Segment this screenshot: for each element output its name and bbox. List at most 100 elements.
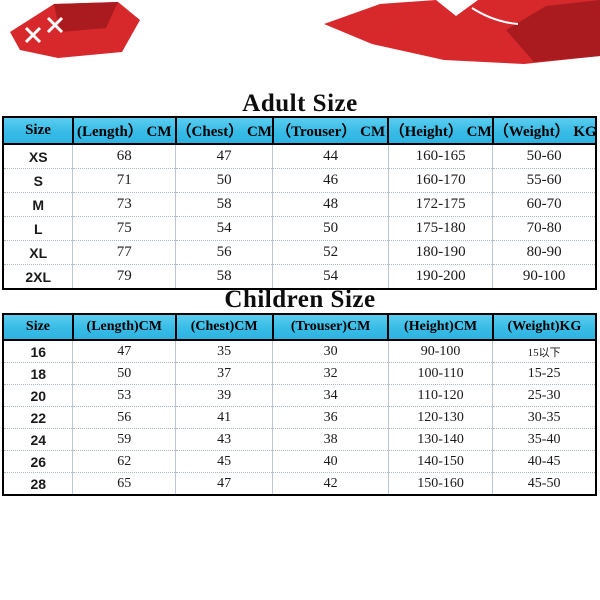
size-cell: 18 [2,362,74,385]
table-row: XS 68 47 44 160-165 50-60 [2,143,597,169]
value-cell: 77 [72,240,177,265]
table-row: M 73 58 48 172-175 60-70 [2,192,597,217]
value-cell: 172-175 [387,192,494,217]
value-cell: 45-50 [492,472,597,496]
value-cell: 40 [272,450,389,473]
children-size-table: Size (Length)CM (Chest)CM (Trouser)CM (Heigh… [2,313,598,496]
value-cell: 56 [175,240,274,265]
jersey-fabric-right [324,0,600,64]
jersey-fabric-right-shade [506,0,600,62]
value-cell: 55-60 [492,168,597,193]
value-cell: 41 [175,406,274,429]
column-header: （Height） CM [387,116,494,145]
value-cell: 34 [272,384,389,407]
value-cell: 65 [72,472,177,496]
size-cell: 28 [2,472,74,496]
value-cell: 56 [72,406,177,429]
value-cell: 25-30 [492,384,597,407]
jersey-fabric-left-shade [54,2,118,32]
value-cell: 190-200 [387,264,494,290]
table-row: XL 77 56 52 180-190 80-90 [2,240,597,265]
children-size-title: Children Size [224,286,376,313]
value-cell: 79 [72,264,177,290]
jersey-fabric-left [10,2,140,58]
column-header: (Length） CM [71,116,177,145]
value-cell: 42 [272,472,389,496]
value-cell: 47 [175,143,274,169]
adult-table-header: Size (Length） CM （Chest） CM （Trouser） CM （He… [2,116,598,145]
value-cell: 35 [175,339,274,363]
value-cell: 53 [72,384,177,407]
children-table-header: Size (Length)CM (Chest)CM (Trouser)CM (Heigh… [2,313,598,341]
children-table-body: 16 47 35 30 90-100 15以下 18 50 37 32 100-110 15-25 20… [2,339,597,496]
value-cell: 43 [175,428,274,451]
size-cell: M [2,192,74,217]
value-cell: 50 [175,168,274,193]
column-header: (Height)CM [387,313,494,341]
size-cell: 20 [2,384,74,407]
size-cell: XL [2,240,74,265]
value-cell: 50 [72,362,177,385]
table-row: 18 50 37 32 100-110 15-25 [2,362,597,385]
size-cell: 22 [2,406,74,429]
value-cell: 50-60 [492,143,597,169]
adult-size-title: Adult Size [242,90,358,117]
size-cell: 16 [2,339,74,363]
value-cell: 30-35 [492,406,597,429]
size-cell: L [2,216,74,241]
column-header: （Weight） KG [491,116,598,145]
size-cell: XS [2,143,74,169]
value-cell: 35-40 [492,428,597,451]
value-cell: 45 [175,450,274,473]
value-cell: 32 [272,362,389,385]
table-row: 20 53 39 34 110-120 25-30 [2,384,597,407]
column-header: (Weight)KG [491,313,598,341]
value-cell: 80-90 [492,240,597,265]
value-cell: 175-180 [387,216,494,241]
column-header: （Trouser） CM [271,116,390,145]
adult-table-body: XS 68 47 44 160-165 50-60 S 71 50 46 160-170 55-60 M… [2,143,597,290]
column-header: Size [2,116,74,145]
column-header: (Length)CM [71,313,177,341]
table-row: S 71 50 46 160-170 55-60 [2,168,597,193]
value-cell: 150-160 [387,472,494,496]
column-header: (Trouser)CM [271,313,390,341]
value-cell: 15以下 [492,339,597,363]
value-cell: 60-70 [492,192,597,217]
size-cell: 26 [2,450,74,473]
jersey-lacing-icon [24,16,64,44]
jersey-photo-fragment-left [10,2,140,58]
value-cell: 30 [272,339,389,363]
size-cell: 2XL [2,264,74,290]
adult-size-table: Size (Length） CM （Chest） CM （Trouser） CM （He… [2,116,598,290]
header-row: Size (Length） CM （Chest） CM （Trouser） CM （He… [2,116,598,145]
table-row: 16 47 35 30 90-100 15以下 [2,339,597,363]
value-cell: 15-25 [492,362,597,385]
table-row: 24 59 43 38 130-140 35-40 [2,428,597,451]
value-cell: 90-100 [492,264,597,290]
value-cell: 59 [72,428,177,451]
value-cell: 46 [272,168,389,193]
value-cell: 71 [72,168,177,193]
value-cell: 68 [72,143,177,169]
jersey-collar-trim [471,7,519,25]
value-cell: 40-45 [492,450,597,473]
value-cell: 54 [272,264,389,290]
value-cell: 70-80 [492,216,597,241]
table-row: 26 62 45 40 140-150 40-45 [2,450,597,473]
value-cell: 47 [175,472,274,496]
value-cell: 50 [272,216,389,241]
value-cell: 140-150 [387,450,494,473]
value-cell: 44 [272,143,389,169]
size-cell: 24 [2,428,74,451]
value-cell: 36 [272,406,389,429]
value-cell: 52 [272,240,389,265]
column-header: （Chest） CM [174,116,274,145]
value-cell: 54 [175,216,274,241]
value-cell: 180-190 [387,240,494,265]
column-header: Size [2,313,74,341]
value-cell: 39 [175,384,274,407]
jersey-photo-fragment-right [324,0,600,64]
value-cell: 75 [72,216,177,241]
